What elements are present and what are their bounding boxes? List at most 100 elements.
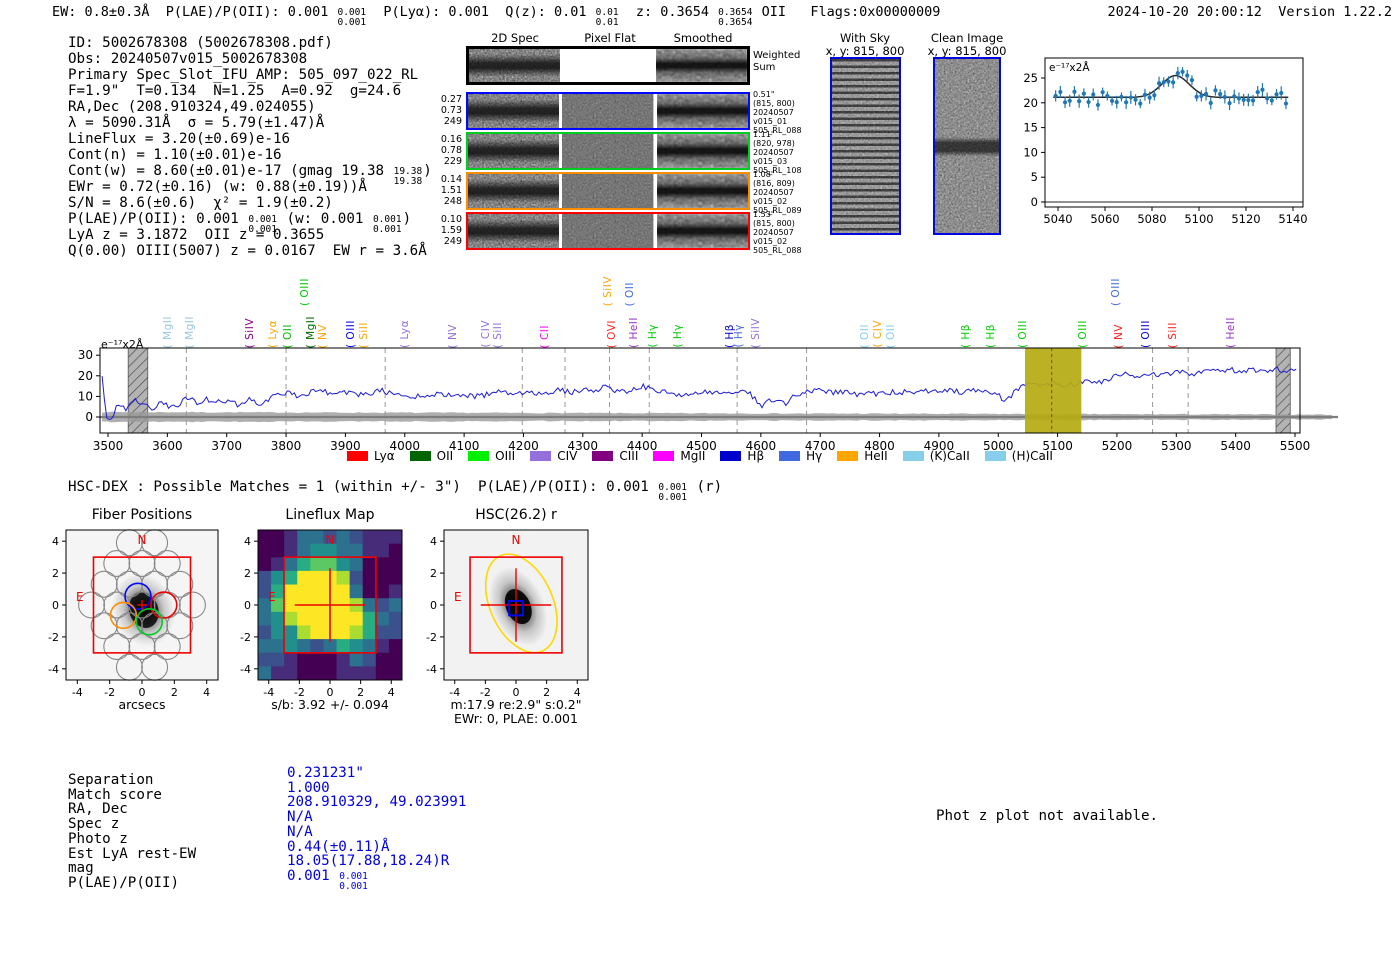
legend-label: OIII — [495, 449, 516, 463]
legend-swatch — [720, 451, 742, 461]
x-tick-label: 0 — [139, 686, 146, 699]
data-point — [1255, 90, 1260, 95]
legend-label: (K)CaII — [929, 449, 970, 463]
info-line-8: Cont(w) = 8.60(±0.01)e-17 (gmag 19.38 19… — [68, 163, 432, 187]
info-line-3: F=1.9" T=0.134 N=1.25 A=0.92 g=24.6 — [68, 83, 402, 99]
x-tick-label: 4000 — [389, 439, 420, 453]
spec2d-cell-flat — [562, 134, 654, 168]
flux-pixel — [336, 639, 351, 654]
flux-pixel — [349, 652, 364, 667]
y-tick-label: 2 — [430, 567, 437, 580]
flux-pixel — [323, 666, 338, 681]
fiber-positions-title: Fiber Positions — [91, 507, 193, 523]
y-tick-label: 20 — [78, 369, 93, 383]
x-tick-label: 4500 — [686, 439, 717, 453]
x-tick-label: 4400 — [627, 439, 658, 453]
y-tick-label: 10 — [1023, 145, 1038, 159]
spectrum-line — [101, 366, 1297, 421]
flux-pixel — [362, 625, 377, 640]
flux-pixel — [349, 584, 364, 599]
gaussian-fit-line — [1053, 74, 1289, 99]
x-tick-label: 3800 — [271, 439, 302, 453]
flux-pixel — [323, 530, 338, 545]
flux-pixel — [284, 652, 298, 667]
flux-pixel — [297, 530, 311, 545]
flux-pixel — [258, 598, 272, 613]
x-tick-label: 3500 — [93, 439, 124, 453]
header-summary: EW: 0.8±0.3Å P(LAE)/P(OII): 0.001 0.001 0… — [52, 4, 941, 28]
data-point — [1175, 70, 1180, 76]
flux-pixel — [271, 666, 285, 681]
legend-item-(K)CaII: (K)CaII — [902, 449, 970, 463]
with-sky-image — [830, 57, 901, 235]
y-tick-label: 0 — [430, 599, 437, 612]
flux-pixel — [310, 652, 324, 667]
flux-pixel — [258, 652, 272, 667]
flux-pixel — [388, 557, 403, 572]
y-tick-label: -4 — [426, 663, 437, 676]
match-row-label-3: Spec z — [68, 816, 120, 833]
data-point — [1194, 94, 1199, 99]
x-tick-label: -2 — [480, 686, 491, 699]
flux-pixel — [362, 639, 377, 654]
fiber-2d-row-3 — [466, 212, 750, 250]
flux-pixel — [375, 543, 390, 558]
spec2d-cell-noisy — [468, 214, 560, 248]
legend-item-Hγ: Hγ — [779, 449, 822, 463]
legend-swatch — [902, 451, 924, 461]
legend-swatch — [530, 451, 552, 461]
data-point — [1091, 92, 1096, 97]
flux-pixel — [362, 543, 377, 558]
data-point — [1232, 94, 1237, 99]
y-tick-label: -4 — [48, 663, 59, 676]
info-line-5: λ = 5090.31Å σ = 5.79(±1.47)Å — [68, 115, 325, 131]
aperture-ellipse — [484, 553, 558, 654]
flux-pixel — [310, 584, 324, 599]
flux-pixel — [284, 584, 298, 599]
legend-item-(H)CaII: (H)CaII — [984, 449, 1053, 463]
report-version: Version 1.22.2 — [1278, 4, 1392, 20]
legend-swatch — [653, 451, 675, 461]
data-point — [1161, 80, 1166, 85]
data-point — [1119, 94, 1124, 99]
x-tick-label: 2 — [357, 686, 364, 699]
legend-swatch — [347, 451, 369, 461]
stacked-uncertainty: 0.001 0.001 — [372, 214, 402, 235]
flux-pixel — [271, 543, 285, 558]
match-row-value-2: 208.910329, 49.023991 — [287, 794, 467, 811]
flux-pixel — [310, 530, 324, 545]
y-tick-label: 5 — [1031, 170, 1038, 184]
x-tick-label: -4 — [449, 686, 460, 699]
legend-item-OIII: OIII — [468, 449, 515, 463]
legend-item-CIII: CIII — [592, 449, 638, 463]
flux-pixel — [375, 611, 390, 626]
flux-pixel — [388, 625, 403, 640]
hsc-caption-2: EWr: 0, PLAE: 0.001 — [454, 711, 578, 726]
flux-pixel — [310, 666, 324, 681]
clean-image-header: Clean Image x, y: 815, 800 — [927, 31, 1007, 58]
flux-pixel — [297, 570, 311, 586]
flux-pixel — [349, 530, 364, 545]
y-tick-label: 0 — [1031, 195, 1038, 209]
stacked-uncertainty: 0.001 0.001 — [658, 482, 687, 503]
data-point — [1203, 91, 1209, 96]
match-row-value-4: N/A — [287, 823, 313, 840]
flux-pixel — [271, 557, 285, 572]
x-tick-label: -2 — [104, 686, 115, 699]
x-tick-label: -2 — [294, 686, 305, 699]
x-tick-label: -4 — [263, 686, 274, 699]
y-tick-label: 0 — [244, 599, 251, 612]
flux-pixel — [336, 666, 351, 681]
x-tick-label: 4 — [574, 686, 581, 699]
flux-pixel — [258, 570, 272, 586]
y-tick-label: 10 — [78, 389, 93, 403]
extraction-box — [283, 556, 377, 654]
info-line-10: S/N = 8.6(±0.6) χ² = 1.9(±0.2) — [68, 195, 333, 211]
flux-pixel — [349, 639, 364, 654]
hsc-r-title: HSC(26.2) r — [475, 507, 557, 523]
data-point — [1100, 90, 1105, 95]
x-tick-label: 4 — [388, 686, 395, 699]
y-tick-label: 0 — [52, 599, 59, 612]
legend-item-Hβ: Hβ — [720, 449, 764, 463]
data-point — [1152, 93, 1157, 98]
